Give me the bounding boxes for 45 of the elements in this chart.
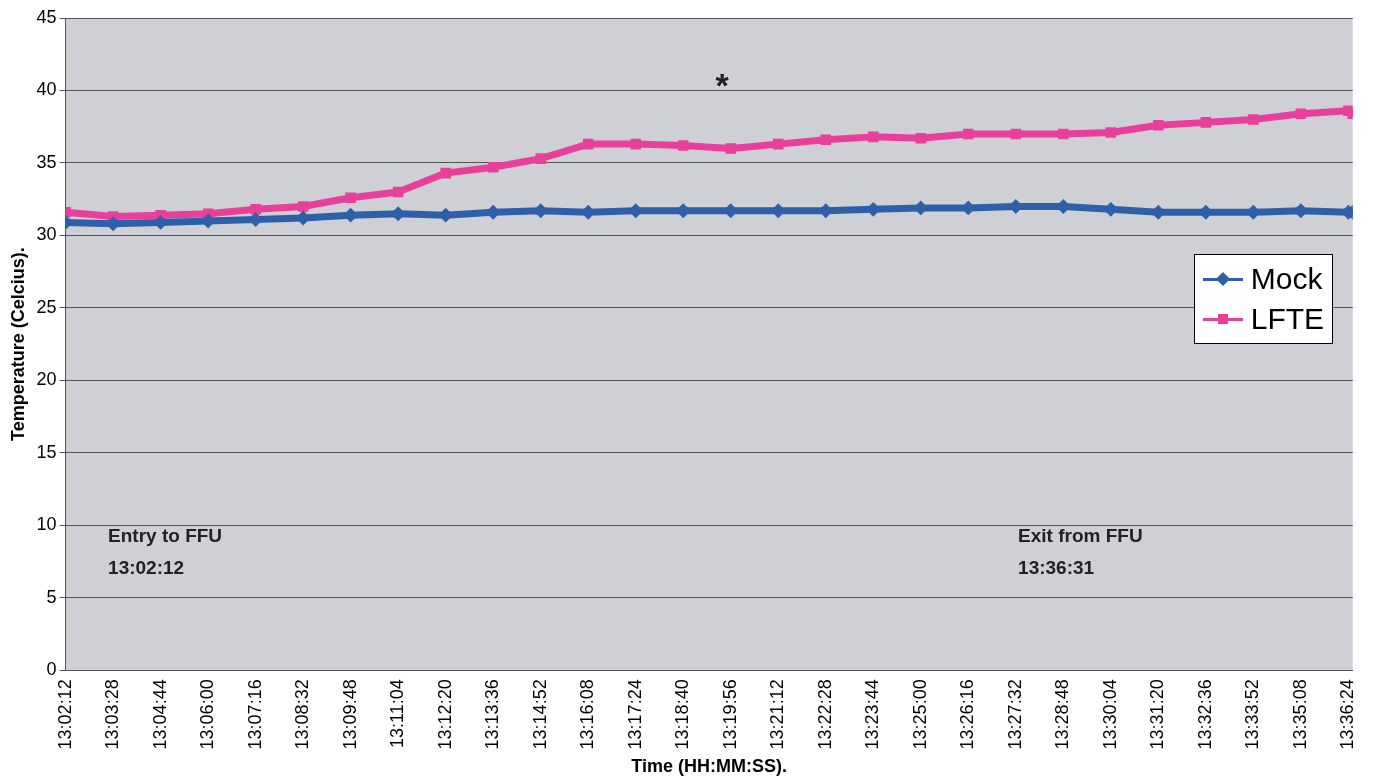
- y-tick-label: 10: [36, 514, 57, 535]
- y-tick-label: 15: [36, 441, 57, 462]
- x-tick-label: 13:09:48: [339, 679, 360, 750]
- x-tick-label: 13:35:08: [1289, 679, 1310, 750]
- x-tick-label: 13:32:36: [1194, 679, 1215, 750]
- x-tick-label: 13:28:48: [1052, 679, 1073, 750]
- x-tick-label: 13:30:04: [1099, 679, 1120, 750]
- legend-label: LFTE: [1250, 302, 1325, 337]
- x-tick-label: 13:17:24: [624, 679, 645, 750]
- x-tick-label: 13:07:16: [244, 679, 265, 750]
- x-tick-label: 13:11:04: [387, 679, 408, 749]
- x-tick-label: 13:36:24: [1337, 679, 1358, 750]
- x-tick-label: 13:13:36: [482, 679, 503, 750]
- x-tick-label: 13:33:52: [1242, 679, 1263, 750]
- x-tick-label: 13:18:40: [672, 679, 693, 750]
- y-tick-label: 40: [36, 79, 57, 100]
- x-tick-label: 13:26:16: [957, 679, 978, 750]
- x-tick-label: 13:22:28: [814, 679, 835, 750]
- x-tick-label: 13:16:08: [577, 679, 598, 750]
- x-tick-label: 13:31:20: [1147, 679, 1168, 750]
- y-tick-label: 0: [46, 659, 57, 680]
- y-tick-label: 35: [36, 151, 57, 172]
- x-tick-label: 13:04:44: [149, 679, 170, 750]
- x-tick-label: 13:08:32: [292, 679, 313, 750]
- y-tick-label: 45: [36, 6, 57, 27]
- x-tick-label: 13:23:44: [862, 679, 883, 750]
- x-tick-label: 13:02:12: [54, 679, 75, 750]
- x-tick-label: 13:14:52: [529, 679, 550, 750]
- x-tick-label: 13:27:32: [1004, 679, 1025, 750]
- y-tick-label: 5: [46, 586, 57, 607]
- annotation: Exit from FFU 13:36:31: [1018, 524, 1143, 578]
- y-tick-label: 20: [36, 369, 57, 390]
- x-tick-label: 13:25:00: [909, 679, 930, 750]
- x-tick-label: 13:19:56: [719, 679, 740, 750]
- x-tick-label: 13:03:28: [102, 679, 123, 750]
- legend-label: Mock: [1250, 262, 1323, 297]
- annotation: Entry to FFU 13:02:12: [108, 524, 223, 578]
- y-axis-title: Temperature (Celcius).: [7, 247, 28, 442]
- y-tick-label: 25: [36, 296, 57, 317]
- y-tick-label: 30: [36, 224, 57, 245]
- annotation: *: [715, 65, 730, 104]
- x-axis-title: Time (HH:MM:SS).: [631, 756, 788, 777]
- x-tick-label: 13:21:12: [767, 679, 788, 750]
- x-tick-label: 13:12:20: [434, 679, 455, 750]
- x-tick-label: 13:06:00: [197, 679, 218, 750]
